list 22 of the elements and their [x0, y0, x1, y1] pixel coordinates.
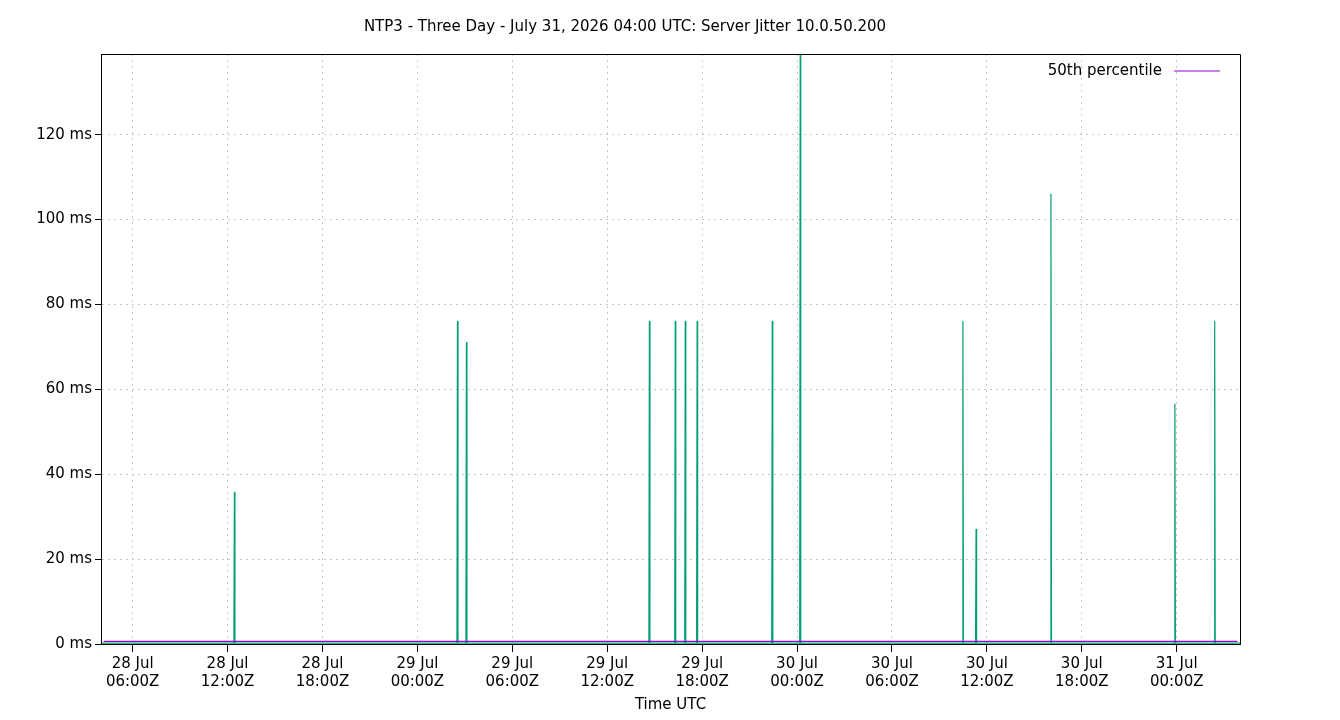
x-tick-label: 29 Jul 00:00Z — [390, 653, 445, 690]
y-tick-label: 40 ms — [45, 464, 93, 483]
y-tick-label: 20 ms — [45, 549, 93, 567]
chart-title: NTP3 - Three Day - July 31, 2026 04:00 UTC: Server Jitter 10.0.50.200 — [363, 16, 887, 35]
x-tick-label: 30 Jul 00:00Z — [770, 653, 824, 690]
x-tick-label: 31 Jul 00:00Z — [1149, 653, 1204, 690]
y-tick-label: 120 ms — [36, 124, 93, 143]
y-tick-label: 100 ms — [36, 209, 93, 228]
y-tick-label: 0 ms — [55, 633, 93, 652]
y-tick-label: 60 ms — [45, 379, 93, 398]
y-tick-label: 80 ms — [45, 294, 93, 313]
x-axis-title: Time UTC — [633, 694, 707, 713]
x-tick-label: 30 Jul 18:00Z — [1055, 653, 1109, 690]
x-tick-label: 29 Jul 12:00Z — [580, 653, 634, 690]
x-tick-label: 30 Jul 12:00Z — [960, 653, 1014, 690]
x-tick-label: 28 Jul 12:00Z — [200, 653, 255, 690]
x-tick-label: 29 Jul 06:00Z — [485, 653, 540, 690]
x-tick-label: 29 Jul 18:00Z — [675, 653, 729, 690]
x-tick-label: 30 Jul 06:00Z — [865, 653, 919, 690]
x-tick-label: 28 Jul 18:00Z — [295, 653, 350, 690]
x-tick-label: 28 Jul 06:00Z — [105, 653, 160, 690]
legend-label: 50th percentile — [1047, 60, 1162, 79]
